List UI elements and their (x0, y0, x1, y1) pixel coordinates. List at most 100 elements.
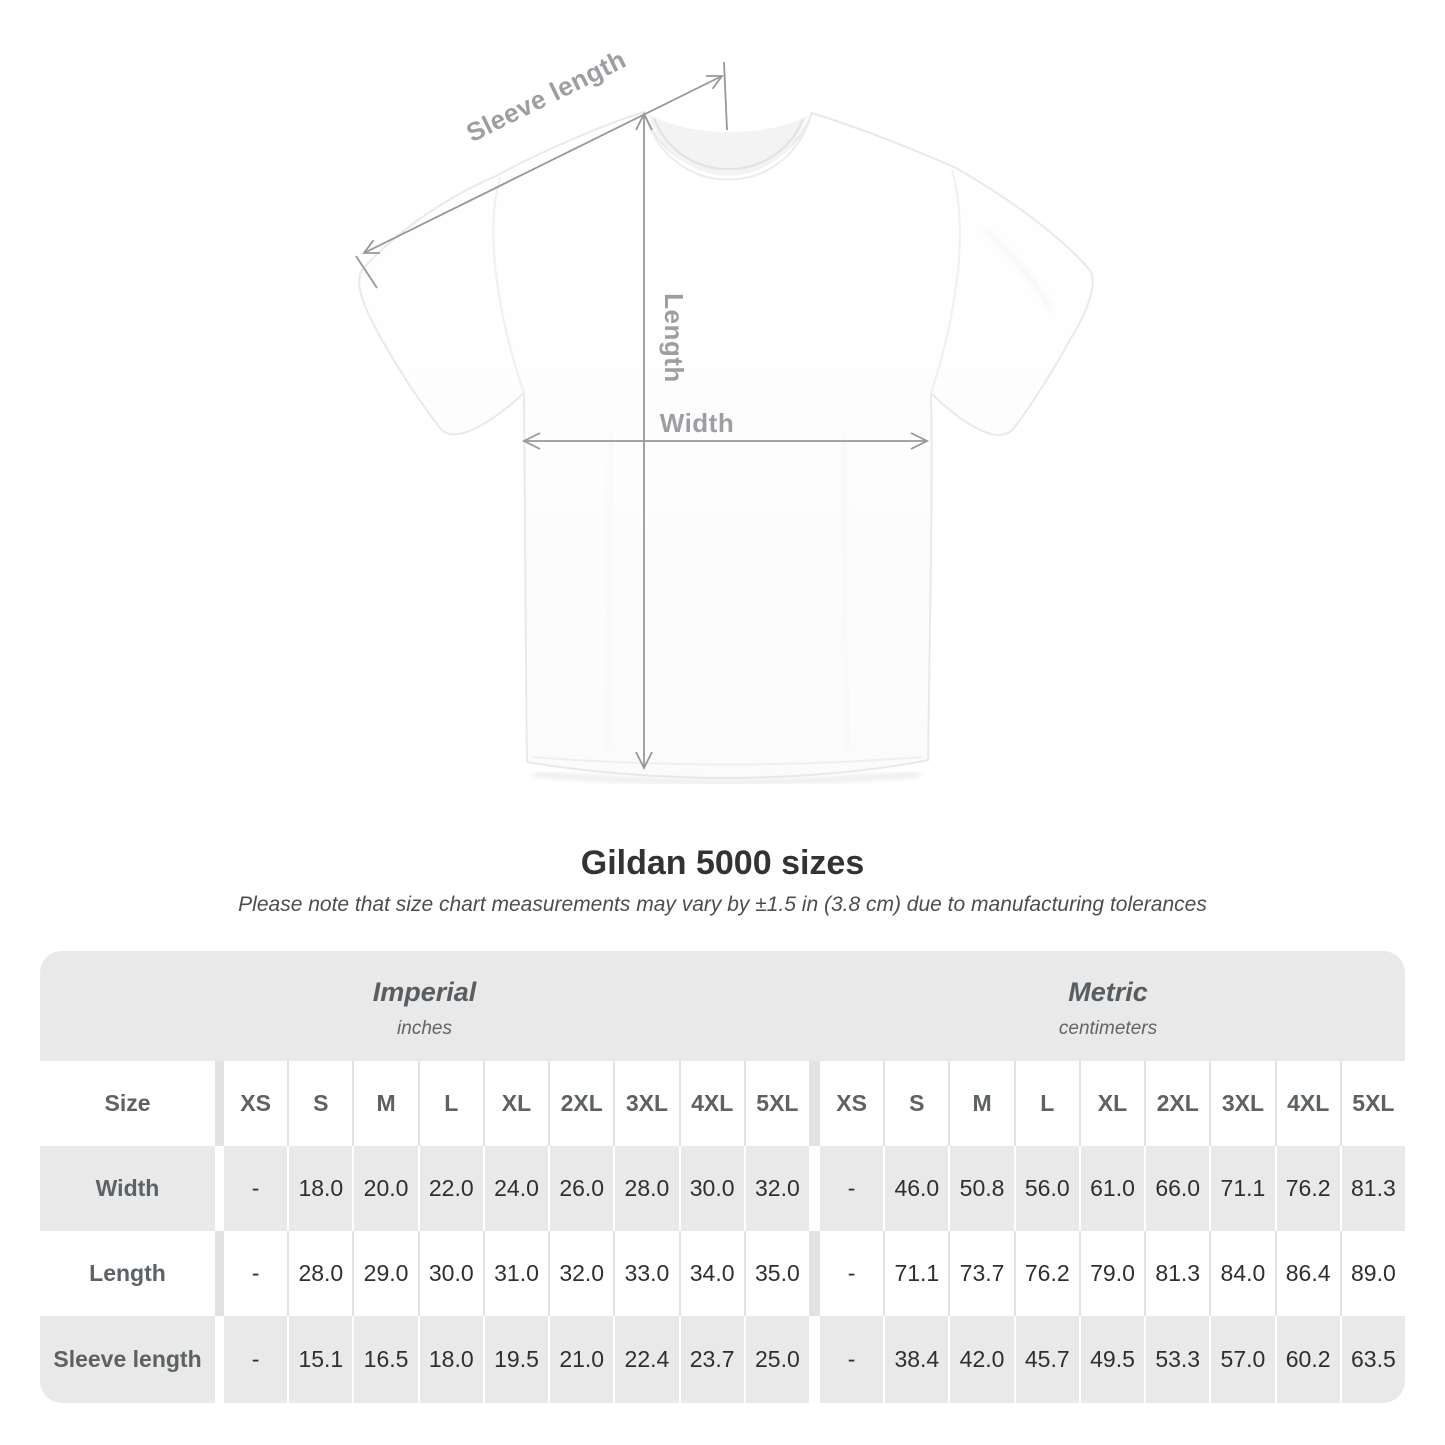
measurement-value-imperial: 15.1 (289, 1316, 353, 1403)
size-table-body: Size XS S M L XL 2XL 3XL 4XL 5XL XS S M L XL 2XL 3XL 4XL 5… (40, 1061, 1405, 1403)
measurement-value-imperial: 23.7 (680, 1316, 744, 1403)
measurement-value-metric: 57.0 (1211, 1316, 1275, 1403)
size-header-imperial: 4XL (680, 1061, 744, 1146)
size-header-imperial: M (354, 1061, 418, 1146)
measurement-value-metric: 45.7 (1015, 1316, 1079, 1403)
column-gap (811, 1061, 818, 1146)
measurement-value-metric: 86.4 (1276, 1231, 1340, 1316)
measurement-value-metric: 56.0 (1015, 1146, 1079, 1231)
measurement-value-imperial: 26.0 (550, 1146, 614, 1231)
measurement-value-metric: 63.5 (1341, 1316, 1405, 1403)
tshirt-diagram-svg: Sleeve length Length Width (355, 44, 1094, 784)
metric-group-name: Metric (1068, 976, 1148, 1007)
measurement-value-metric: 76.2 (1015, 1231, 1079, 1316)
tshirt-illustration (358, 110, 1094, 784)
sleeve-length-start-tick (355, 255, 378, 289)
measurement-row-label: Sleeve length (40, 1316, 215, 1403)
table-row: Sleeve length -15.1 16.5 18.0 19.5 21.0 22.4 23… (40, 1316, 1405, 1403)
table-row: Length -28.0 29.0 30.0 31.0 32.0 33.0 34.0 35.0-… (40, 1231, 1405, 1316)
tolerance-note: Please note that size chart measurements… (238, 893, 1207, 916)
size-header-imperial: S (289, 1061, 353, 1146)
measurement-value-metric: 84.0 (1211, 1231, 1275, 1316)
size-header-metric: XL (1080, 1061, 1145, 1146)
size-header-imperial: 3XL (615, 1061, 679, 1146)
measurement-value-metric: 49.5 (1080, 1316, 1145, 1403)
measurement-value-imperial: 21.0 (550, 1316, 614, 1403)
size-table: Imperial inches Metric centimeters Size X… (40, 951, 1405, 1403)
measurement-value-metric: 50.8 (950, 1146, 1014, 1231)
imperial-group-name: Imperial (372, 976, 477, 1007)
measurement-value-imperial: 25.0 (745, 1316, 809, 1403)
size-header-imperial: XS (224, 1061, 288, 1146)
measurement-value-metric: - (819, 1231, 884, 1316)
measurement-value-metric: 71.1 (885, 1231, 949, 1316)
measurement-value-metric: 61.0 (1080, 1146, 1145, 1231)
measurement-value-imperial: 28.0 (289, 1231, 353, 1316)
width-arrow (521, 432, 930, 450)
tshirt-measurement-diagram: Sleeve length Length Width (355, 44, 1094, 784)
measurement-value-imperial: 32.0 (550, 1231, 614, 1316)
measurement-value-metric: 60.2 (1276, 1316, 1340, 1403)
measurement-value-metric: - (819, 1146, 884, 1231)
measurement-value-imperial: 20.0 (354, 1146, 418, 1231)
measurement-value-metric: 38.4 (885, 1316, 949, 1403)
measurement-value-metric: 76.2 (1276, 1146, 1340, 1231)
measurement-value-imperial: 31.0 (484, 1231, 549, 1316)
size-header-imperial: XL (484, 1061, 549, 1146)
measurement-value-imperial: 29.0 (354, 1231, 418, 1316)
measurement-value-imperial: 22.4 (615, 1316, 679, 1403)
measurement-value-imperial: 18.0 (419, 1316, 483, 1403)
table-row: Size XS S M L XL 2XL 3XL 4XL 5XL XS S M L XL 2XL 3XL 4XL 5… (40, 1061, 1405, 1146)
column-gap (217, 1231, 222, 1316)
measurement-value-imperial: - (224, 1316, 288, 1403)
size-column-header: Size (40, 1061, 215, 1146)
measurement-value-metric: 46.0 (885, 1146, 949, 1231)
measurement-value-metric: 73.7 (950, 1231, 1014, 1316)
measurement-value-metric: 42.0 (950, 1316, 1014, 1403)
size-header-metric: 4XL (1276, 1061, 1340, 1146)
measurement-value-imperial: 28.0 (615, 1146, 679, 1231)
size-header-imperial: 2XL (550, 1061, 614, 1146)
measurement-value-metric: 79.0 (1080, 1231, 1145, 1316)
column-gap (811, 1231, 818, 1316)
measurement-value-imperial: - (224, 1146, 288, 1231)
measurement-row-label: Length (40, 1231, 215, 1316)
measurement-value-imperial: 18.0 (289, 1146, 353, 1231)
size-header-metric: 2XL (1146, 1061, 1210, 1146)
column-gap (811, 1316, 818, 1403)
column-gap (217, 1061, 222, 1146)
measurement-value-imperial: 30.0 (680, 1146, 744, 1231)
column-gap (217, 1316, 222, 1403)
sleeve-length-arrow (355, 61, 728, 289)
size-header-metric: S (885, 1061, 949, 1146)
imperial-group-header: Imperial inches (40, 951, 809, 1061)
measurement-value-metric: 81.3 (1146, 1231, 1210, 1316)
measurement-value-imperial: 32.0 (745, 1146, 809, 1231)
measurement-value-imperial: - (224, 1231, 288, 1316)
measurement-value-metric: - (819, 1316, 884, 1403)
measurement-value-imperial: 19.5 (484, 1316, 549, 1403)
page-title: Gildan 5000 sizes (580, 844, 865, 882)
size-header-metric: XS (819, 1061, 884, 1146)
measurement-value-metric: 89.0 (1341, 1231, 1405, 1316)
column-gap (217, 1146, 222, 1231)
size-header-metric: L (1015, 1061, 1079, 1146)
measurement-value-imperial: 24.0 (484, 1146, 549, 1231)
measurement-value-imperial: 22.0 (419, 1146, 483, 1231)
size-header-metric: M (950, 1061, 1014, 1146)
measurement-row-label: Width (40, 1146, 215, 1231)
measurement-value-metric: 71.1 (1211, 1146, 1275, 1231)
column-gap (811, 1146, 818, 1231)
measurement-value-metric: 53.3 (1146, 1316, 1210, 1403)
size-header-metric: 3XL (1211, 1061, 1275, 1146)
metric-group-header: Metric centimeters (811, 951, 1405, 1061)
measurement-value-imperial: 34.0 (680, 1231, 744, 1316)
metric-group-unit: centimeters (1058, 1017, 1158, 1039)
size-header-imperial: L (419, 1061, 483, 1146)
imperial-group-unit: inches (397, 1017, 452, 1039)
measurement-value-metric: 81.3 (1341, 1146, 1405, 1231)
measurement-value-metric: 66.0 (1146, 1146, 1210, 1231)
width-label: Width (660, 408, 734, 438)
size-header-imperial: 5XL (745, 1061, 809, 1146)
